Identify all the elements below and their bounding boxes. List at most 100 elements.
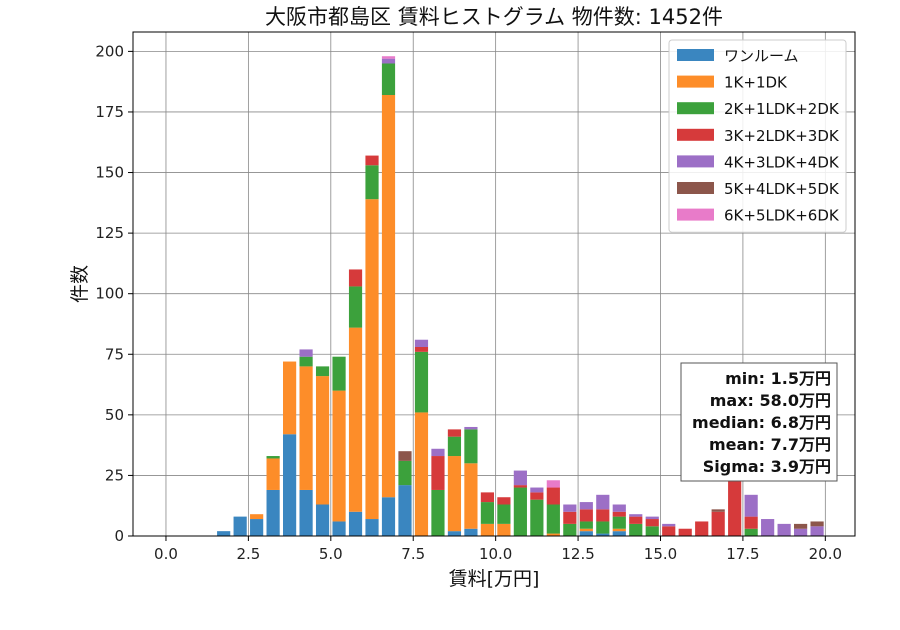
bar-segment [315,376,330,505]
x-tick-label: 20.0 [809,545,842,563]
bar-segment [513,487,527,536]
legend-swatch [677,128,714,141]
y-axis-title: 件数 [69,265,91,303]
bar-segment [513,470,527,486]
bar-segment [744,528,758,536]
bar-segment [678,528,692,536]
bar-segment [612,531,626,536]
bar-segment [645,519,659,527]
bar-segment [283,361,297,435]
bar-segment [612,528,626,532]
stats-line: max: 58.0万円 [710,391,831,410]
bar-segment [315,504,330,536]
bar-segment [728,475,742,536]
legend-label: 3K+2LDK+3DK [724,127,840,145]
bar-segment [480,523,494,536]
y-tick-label: 50 [105,406,124,424]
bar-segment [711,511,725,536]
bar-segment [629,523,643,536]
bar-segment [365,199,379,520]
bar-segment [612,511,626,517]
legend-swatch [677,155,714,168]
bar-segment [563,523,577,536]
bars [217,56,824,536]
bar-segment [299,349,313,357]
bar-segment [217,531,231,536]
bar-segment [579,521,593,529]
bar-segment [480,502,494,524]
bar-segment [596,521,610,534]
bar-segment [530,499,544,536]
legend-swatch [677,208,714,221]
bar-segment [662,523,676,527]
bar-segment [348,269,363,287]
bar-segment [612,504,626,512]
bar-segment [365,165,379,200]
bar-segment [546,480,560,488]
y-tick-label: 150 [95,164,124,182]
bar-segment [579,528,593,532]
x-tick-label: 5.0 [319,545,343,563]
bar-segment [464,426,478,430]
x-tick-label: 12.5 [561,545,594,563]
legend-swatch [677,75,714,88]
bar-segment [398,451,412,461]
y-tick-label: 200 [95,42,124,60]
bar-segment [381,497,396,536]
bar-segment [431,456,445,490]
bar-segment [299,366,313,490]
chart-title: 大阪市都島区 賃料ヒストグラム 物件数: 1452件 [265,5,723,29]
bar-segment [530,487,544,493]
x-tick-label: 10.0 [479,545,512,563]
bar-segment [711,509,725,512]
bar-segment [662,526,676,536]
bar-segment [381,58,396,64]
bar-segment [464,429,478,464]
bar-segment [233,516,247,536]
plot-frame [132,31,856,537]
bar-segment [447,429,462,437]
bar-segment [629,514,643,517]
bar-segment [414,347,429,352]
bar-segment [810,526,824,536]
bar-segment [332,356,346,391]
bar-segment [579,509,593,522]
bar-segment [315,366,330,377]
bar-segment [497,504,511,524]
bar-segment [447,436,462,457]
bar-segment [365,519,379,536]
bar-segment [777,523,791,536]
bar-segment [431,489,445,536]
bar-segment [761,519,775,536]
bar-segment [530,492,544,500]
bar-segment [348,511,363,536]
bar-segment [250,514,264,520]
stats-box: min: 1.5万円 max: 58.0万円 median: 6.8万円 mean: … [680,362,838,482]
x-tick-label: 2.5 [236,545,260,563]
legend-swatch [677,182,714,194]
bar-segment [480,492,494,503]
bar-segment [596,509,610,522]
bar-segment [629,516,643,524]
bar-segment [381,56,396,59]
legend-label: 6K+5LDK+6DK [724,207,840,225]
legend-swatch [677,102,714,115]
stats-line: min: 1.5万円 [725,369,831,388]
bar-segment [266,489,280,536]
x-tick-label: 0.0 [154,545,178,563]
bar-segment [464,528,478,536]
bar-segment [332,521,346,536]
y-tick-label: 25 [105,466,124,484]
bar-segment [744,516,758,529]
bar-segment [398,460,412,486]
bar-segment [447,531,462,536]
stats-line: Sigma: 3.9万円 [703,457,831,476]
bar-segment [283,434,297,536]
stats-line: median: 6.8万円 [692,413,831,432]
bar-segment [365,155,379,166]
x-tick-label: 17.5 [726,545,759,563]
y-tick-label: 75 [105,345,124,363]
bar-segment [612,516,626,529]
